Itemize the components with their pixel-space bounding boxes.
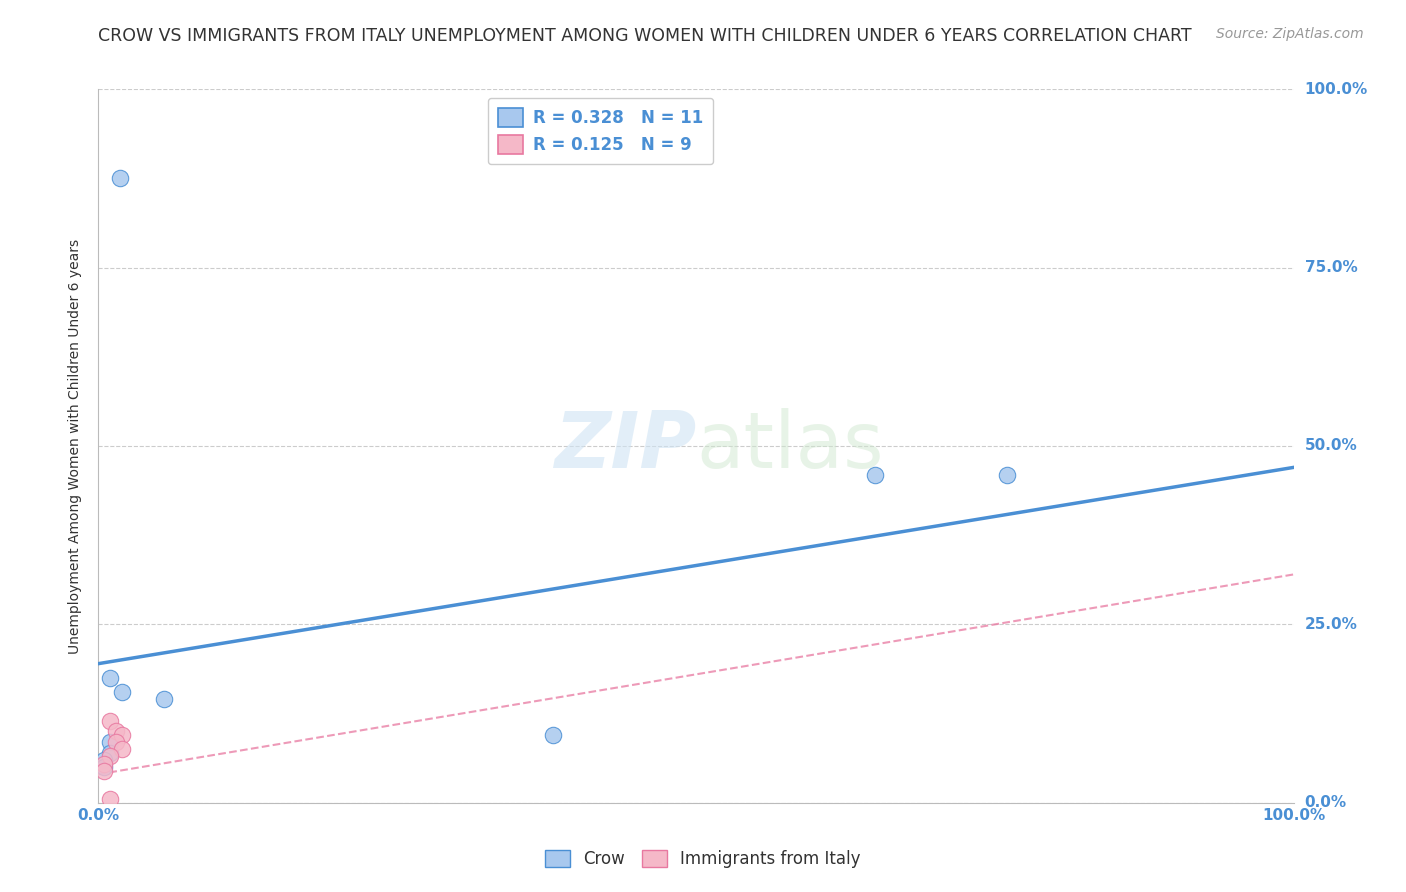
Point [111,685,134,699]
Point [93,753,115,767]
Point [111,742,134,756]
Text: 100.0%: 100.0% [1305,82,1368,96]
Point [153,692,176,706]
Point [93,756,115,771]
Text: atlas: atlas [696,408,883,484]
Point [541,728,564,742]
Point [105,724,128,739]
Point [98,735,122,749]
Point [93,764,115,778]
Text: Source: ZipAtlas.com: Source: ZipAtlas.com [1216,27,1364,41]
Point [105,735,128,749]
Point [93,760,115,774]
Legend: Crow, Immigrants from Italy: Crow, Immigrants from Italy [538,843,868,875]
Point [108,171,131,186]
Text: CROW VS IMMIGRANTS FROM ITALY UNEMPLOYMENT AMONG WOMEN WITH CHILDREN UNDER 6 YEA: CROW VS IMMIGRANTS FROM ITALY UNEMPLOYME… [98,27,1192,45]
Point [98,671,122,685]
Y-axis label: Unemployment Among Women with Children Under 6 years: Unemployment Among Women with Children U… [69,238,83,654]
Text: ZIP: ZIP [554,408,696,484]
Text: 0.0%: 0.0% [1305,796,1347,810]
Point [98,792,122,806]
Text: 75.0%: 75.0% [1305,260,1357,275]
Point [98,749,122,764]
Point [98,714,122,728]
Point [863,467,886,482]
Point [995,467,1018,482]
Text: 25.0%: 25.0% [1305,617,1358,632]
Text: 50.0%: 50.0% [1305,439,1357,453]
Legend: R = 0.328   N = 11, R = 0.125   N = 9: R = 0.328 N = 11, R = 0.125 N = 9 [488,97,713,164]
Point [98,746,122,760]
Point [111,728,134,742]
